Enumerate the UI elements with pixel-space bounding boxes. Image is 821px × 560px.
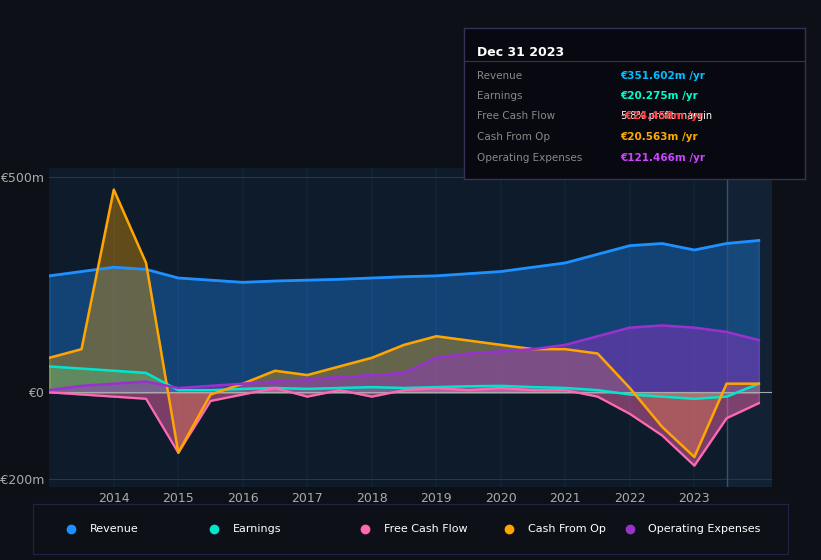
Text: €20.563m /yr: €20.563m /yr: [621, 132, 698, 142]
Text: Earnings: Earnings: [478, 91, 523, 101]
Text: Revenue: Revenue: [478, 71, 523, 81]
Text: €121.466m /yr: €121.466m /yr: [621, 153, 705, 163]
Text: Cash From Op: Cash From Op: [528, 524, 605, 534]
Text: Revenue: Revenue: [89, 524, 138, 534]
Text: Free Cash Flow: Free Cash Flow: [384, 524, 468, 534]
Text: Dec 31 2023: Dec 31 2023: [478, 46, 565, 59]
Text: €351.602m /yr: €351.602m /yr: [621, 71, 705, 81]
Text: Free Cash Flow: Free Cash Flow: [478, 111, 556, 121]
Text: €20.275m /yr: €20.275m /yr: [621, 91, 699, 101]
Text: Operating Expenses: Operating Expenses: [649, 524, 761, 534]
Bar: [727, 168, 772, 487]
Text: Cash From Op: Cash From Op: [478, 132, 551, 142]
Text: Earnings: Earnings: [233, 524, 282, 534]
Text: 5.8% profit margin: 5.8% profit margin: [621, 111, 712, 121]
Text: -€24.458m /yr: -€24.458m /yr: [621, 111, 703, 121]
Text: Operating Expenses: Operating Expenses: [478, 153, 583, 163]
